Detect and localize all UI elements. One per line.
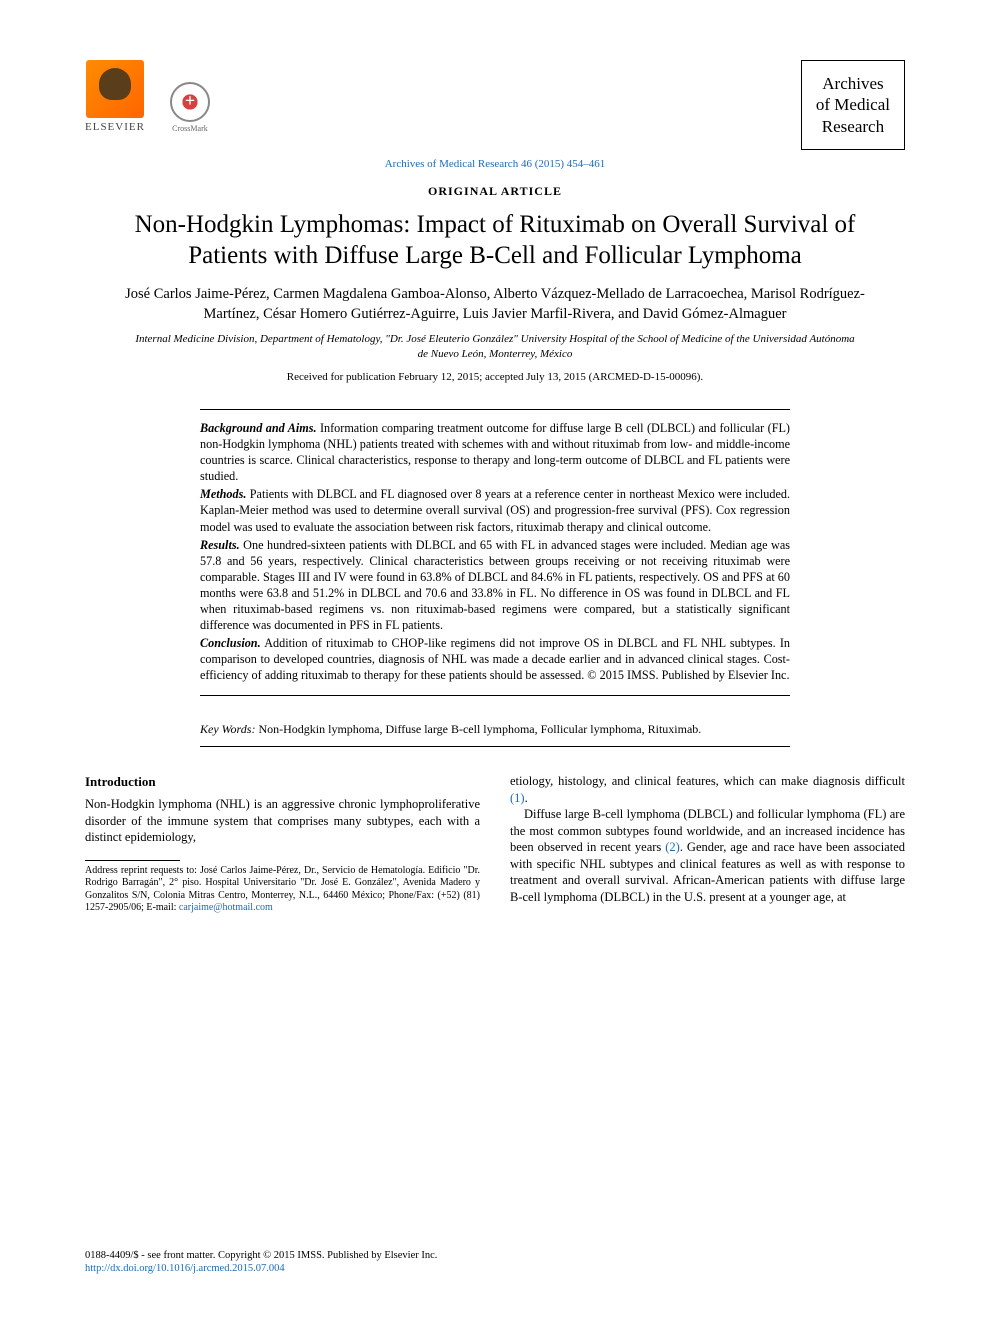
crossmark-icon — [170, 82, 210, 122]
abstract-results-label: Results. — [200, 538, 240, 552]
keywords-label: Key Words: — [200, 722, 255, 736]
affiliation: Internal Medicine Division, Department o… — [85, 332, 905, 361]
abstract-methods-label: Methods. — [200, 487, 246, 501]
article-type: ORIGINAL ARTICLE — [85, 184, 905, 199]
introduction-heading: Introduction — [85, 773, 480, 790]
journal-citation-link[interactable]: Archives of Medical Research 46 (2015) 4… — [85, 158, 905, 170]
elsevier-logo[interactable]: ELSEVIER — [85, 60, 145, 133]
article-title: Non-Hodgkin Lymphomas: Impact of Rituxim… — [85, 209, 905, 272]
abstract-methods: Methods. Patients with DLBCL and FL diag… — [200, 486, 790, 534]
received-dates: Received for publication February 12, 20… — [85, 371, 905, 383]
journal-title-box: Archives of Medical Research — [801, 60, 905, 150]
keywords-box: Key Words: Non-Hodgkin lymphoma, Diffuse… — [200, 722, 790, 747]
journal-name-line2: of Medical — [816, 94, 890, 115]
keywords-text: Non-Hodgkin lymphoma, Diffuse large B-ce… — [258, 722, 701, 736]
header-row: ELSEVIER CrossMark Archives of Medical R… — [85, 60, 905, 150]
header-left: ELSEVIER CrossMark — [85, 60, 210, 133]
reference-link-1[interactable]: (1) — [510, 791, 525, 805]
abstract-background-label: Background and Aims. — [200, 421, 317, 435]
copyright-line: 0188-4409/$ - see front matter. Copyrigh… — [85, 1249, 905, 1263]
reference-link-2[interactable]: (2) — [665, 840, 680, 854]
publisher-name: ELSEVIER — [85, 121, 145, 133]
abstract-results: Results. One hundred-sixteen patients wi… — [200, 537, 790, 634]
abstract-background: Background and Aims. Information compari… — [200, 420, 790, 484]
abstract-conclusion-text: Addition of rituximab to CHOP-like regim… — [200, 636, 790, 682]
doi-link[interactable]: http://dx.doi.org/10.1016/j.arcmed.2015.… — [85, 1262, 905, 1276]
crossmark-widget[interactable]: CrossMark — [170, 82, 210, 133]
abstract-box: Background and Aims. Information compari… — [200, 409, 790, 697]
journal-name-line1: Archives — [816, 73, 890, 94]
authors: José Carlos Jaime-Pérez, Carmen Magdalen… — [85, 285, 905, 324]
author-email-link[interactable]: carjaime@hotmail.com — [179, 902, 273, 913]
crossmark-label: CrossMark — [172, 124, 208, 133]
right-column: etiology, histology, and clinical featur… — [510, 773, 905, 915]
intro-paragraph-2: Diffuse large B-cell lymphoma (DLBCL) an… — [510, 806, 905, 905]
abstract-conclusion-label: Conclusion. — [200, 636, 261, 650]
abstract-conclusion: Conclusion. Addition of rituximab to CHO… — [200, 635, 790, 683]
abstract-results-text: One hundred-sixteen patients with DLBCL … — [200, 538, 790, 632]
elsevier-tree-icon — [86, 60, 144, 118]
intro-paragraph-1-cont: etiology, histology, and clinical featur… — [510, 773, 905, 806]
footnote-rule — [85, 860, 180, 861]
intro-paragraph-1: Non-Hodgkin lymphoma (NHL) is an aggress… — [85, 796, 480, 846]
journal-name-line3: Research — [816, 116, 890, 137]
page-footer: 0188-4409/$ - see front matter. Copyrigh… — [85, 1249, 905, 1276]
footnote-text: Address reprint requests to: José Carlos… — [85, 865, 480, 914]
body-columns: Introduction Non-Hodgkin lymphoma (NHL) … — [85, 773, 905, 915]
abstract-methods-text: Patients with DLBCL and FL diagnosed ove… — [200, 487, 790, 533]
left-column: Introduction Non-Hodgkin lymphoma (NHL) … — [85, 773, 480, 915]
reprint-footnote: Address reprint requests to: José Carlos… — [85, 865, 480, 915]
